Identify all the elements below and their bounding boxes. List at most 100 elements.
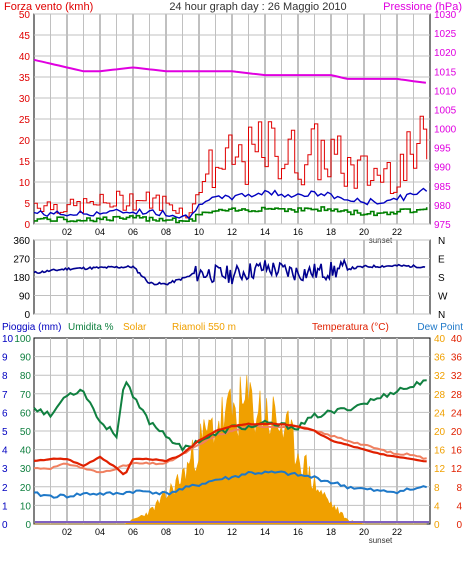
riamoli-axis-tick: 20 [434,427,446,438]
wind-axis-tick: 50 [19,10,31,21]
wind-axis-tick: 15 [19,157,31,168]
humidity-axis-tick: 100 [14,334,31,345]
temperature-axis-tick: 12 [451,464,463,475]
rain-axis-tick: 3 [2,464,8,475]
wind-axis-tick: 25 [19,115,31,126]
riamoli-axis-tick: 8 [434,483,440,494]
chart-title: 24 hour graph day : 26 Maggio 2010 [169,1,346,13]
wind-axis-tick: 30 [19,94,31,105]
wind-axis-tick: 45 [19,31,31,42]
rain-axis-tick: 9 [2,353,8,364]
wind-axis-tick: 10 [19,178,31,189]
riamoli-axis-tick: 16 [434,446,446,457]
x-tick-label: 04 [95,227,105,237]
pressure-axis-tick: 980 [434,201,451,212]
riamoli-axis-tick: 0 [434,520,440,531]
direction-axis-tick: 180 [13,273,30,284]
humidity-axis-tick: 60 [20,408,32,419]
temperature-axis-tick: 36 [451,353,463,364]
wind-axis-tick: 35 [19,73,31,84]
humidity-axis-tick: 90 [20,353,32,364]
temperature-axis-tick: 28 [451,390,463,401]
x-tick-label: 12 [227,227,237,237]
x-tick-label: 14 [260,227,270,237]
solar-area [34,375,427,525]
direction-axis-tick: 0 [24,310,30,321]
humidity-axis-tick: 80 [20,371,32,382]
x-tick-label: 06 [128,227,138,237]
humidity-axis-tick: 30 [20,464,32,475]
pressure-axis-tick: 1005 [434,105,457,116]
x-tick-label: 02 [62,227,72,237]
x-tick-label: 08 [161,227,171,237]
compass-axis-tick: N [438,236,445,247]
pressure-axis-tick: 1020 [434,48,457,59]
x-tick-label: 18 [326,227,336,237]
compass-axis-tick: E [438,255,445,266]
pressure-axis-tick: 1010 [434,86,457,97]
wind-avg-line [33,187,428,220]
temperature-axis-tick: 40 [451,334,463,345]
x-tick-label: 08 [161,527,171,537]
wind-axis-title: Forza vento (kmh) [4,1,93,13]
humidity-axis-tick: 50 [20,427,32,438]
temperature-axis-title: Temperatura (°C) [312,322,389,333]
temperature-axis-tick: 4 [456,501,462,512]
rain-axis-tick: 0 [2,520,8,531]
dewpoint-legend-label: Dew Point [417,322,463,333]
humidity-axis-tick: 40 [20,446,32,457]
wind-axis-tick: 5 [24,199,30,210]
temperature-axis-tick: 24 [451,408,463,419]
pressure-axis-tick: 995 [434,144,451,155]
wind-direction-line [33,258,426,286]
riamoli-axis-tick: 32 [434,371,446,382]
rain-axis-tick: 8 [2,371,8,382]
compass-axis-tick: N [438,310,445,321]
rain-axis-tick: 5 [2,427,8,438]
pressure-axis-title: Pressione (hPa) [383,1,462,13]
compass-axis-tick: S [438,273,445,284]
rain-axis-tick: 6 [2,408,8,419]
sunset-marker: sunset [369,536,393,545]
riamoli-legend-label: Riamoli 550 m [172,322,236,333]
x-tick-label: 12 [227,527,237,537]
pressure-axis-tick: 1000 [434,125,457,136]
solar-legend-label: Solar [123,322,147,333]
riamoli-axis-tick: 24 [434,408,446,419]
pressure-axis-tick: 1015 [434,67,457,78]
x-tick-label: 10 [194,527,204,537]
wind-gust-line [34,115,428,219]
compass-axis-tick: W [438,292,448,303]
riamoli-axis-tick: 12 [434,464,446,475]
humidity-axis-title: Umidita % [68,322,114,333]
wind-axis-tick: 20 [19,136,31,147]
temperature-axis-tick: 0 [456,520,462,531]
x-tick-label: 06 [128,527,138,537]
pressure-axis-tick: 985 [434,182,451,193]
pressure-axis-tick: 975 [434,220,451,231]
rain-axis-tick: 7 [2,390,8,401]
riamoli-axis-tick: 28 [434,390,446,401]
humidity-axis-tick: 0 [25,520,31,531]
direction-axis-tick: 360 [13,236,30,247]
x-tick-label: 16 [293,527,303,537]
humidity-axis-tick: 20 [20,483,32,494]
pressure-line [33,58,426,84]
rain-axis-tick: 1 [2,501,8,512]
rain-bar [35,521,429,523]
riamoli-axis-tick: 36 [434,353,446,364]
x-tick-label: 10 [194,227,204,237]
pressure-axis-tick: 990 [434,163,451,174]
x-tick-label: 18 [326,527,336,537]
x-tick-label: 20 [359,227,369,237]
riamoli-axis-tick: 40 [434,334,446,345]
rain-axis-tick: 10 [2,334,14,345]
dewpoint-line [33,470,427,499]
x-tick-label: 20 [359,527,369,537]
riamoli-axis-tick: 4 [434,501,440,512]
x-tick-label: 22 [392,527,402,537]
humidity-axis-tick: 70 [20,390,32,401]
x-tick-label: 04 [95,527,105,537]
rain-axis-title: Pioggia (mm) [2,322,61,333]
